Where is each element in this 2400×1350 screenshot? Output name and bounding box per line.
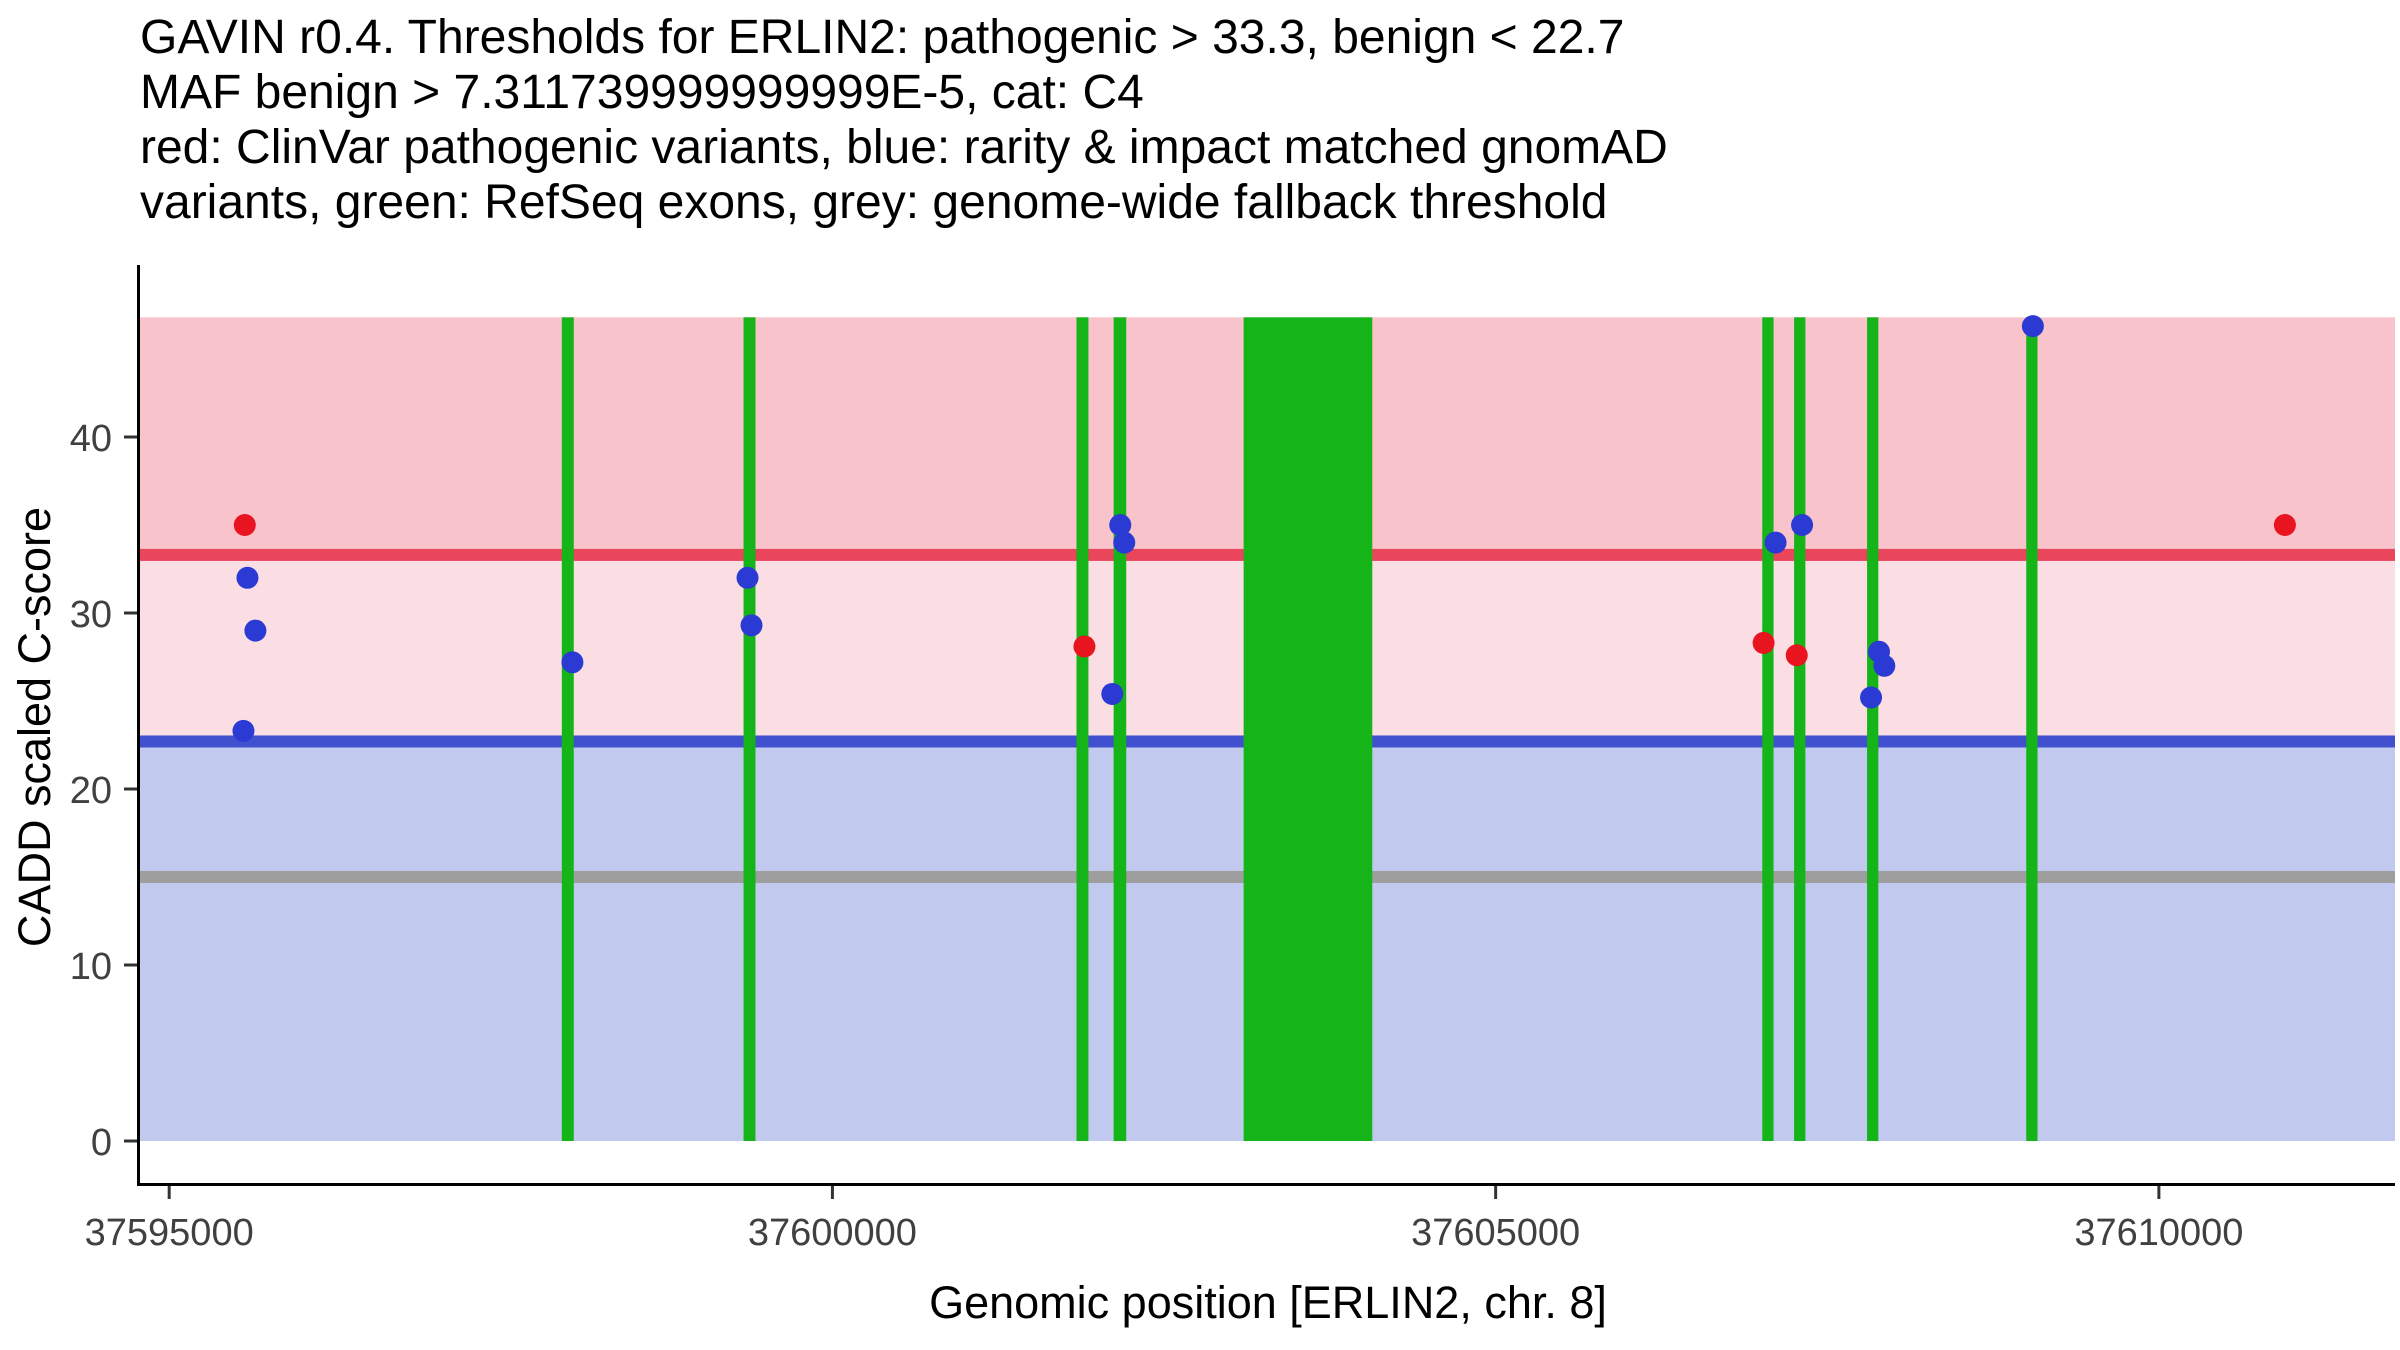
x-tick-label: 37610000 <box>2074 1212 2243 1254</box>
gnomad-matched-point <box>1873 654 1896 677</box>
gnomad-matched-point <box>1764 531 1787 554</box>
chart-title-line4: variants, green: RefSeq exons, grey: gen… <box>140 176 1608 229</box>
exon-bar <box>1243 317 1373 1141</box>
clinvar-pathogenic-point <box>1785 644 1808 667</box>
y-tick-label: 30 <box>70 594 112 636</box>
x-tick-mark <box>1494 1186 1498 1199</box>
y-tick-label: 0 <box>91 1122 112 1164</box>
plot-area: 37595000 37600000 37605000 37610000 0 10 20 30 4… <box>70 265 2395 1254</box>
y-axis-title: CADD scaled C-score <box>9 507 60 947</box>
gnomad-matched-point <box>1109 514 1132 536</box>
clinvar-pathogenic-point <box>1752 631 1775 654</box>
chart-title: GAVIN r0.4. Thresholds for ERLIN2: patho… <box>140 10 1668 230</box>
clinvar-pathogenic-point <box>233 514 256 536</box>
gnomad-matched-point <box>1860 686 1883 709</box>
gnomad-matched-point <box>232 719 255 742</box>
y-tick-label: 10 <box>70 946 112 988</box>
exon-bar <box>1867 317 1879 1141</box>
clinvar-pathogenic-point <box>1073 635 1096 658</box>
x-tick-label: 37600000 <box>748 1212 917 1254</box>
gnomad-matched-point <box>236 566 259 589</box>
chart-title-line2: MAF benign > 7.311739999999999E-5, cat: … <box>140 66 1144 119</box>
exon-bar <box>561 317 574 1141</box>
clinvar-pathogenic-point <box>2273 514 2296 536</box>
y-tick-mark <box>124 963 137 967</box>
y-axis-line <box>137 265 140 1186</box>
gnomad-matched-point <box>1113 531 1136 554</box>
x-axis-title: Genomic position [ERLIN2, chr. 8] <box>929 1277 1607 1328</box>
gnomad-matched-point <box>561 651 584 674</box>
chart-title-line3: red: ClinVar pathogenic variants, blue: … <box>140 121 1668 174</box>
gnomad-matched-point <box>740 614 763 637</box>
gnomad-matched-point <box>2021 315 2044 338</box>
y-tick-label: 20 <box>70 770 112 812</box>
exon-bar <box>1762 317 1774 1141</box>
x-tick-mark <box>2157 1186 2161 1199</box>
gnomad-matched-point <box>244 619 267 642</box>
exon-bar <box>1794 317 1806 1141</box>
chart-title-line1: GAVIN r0.4. Thresholds for ERLIN2: patho… <box>140 11 1625 64</box>
exon-bar <box>743 317 756 1141</box>
y-tick-mark <box>124 435 137 439</box>
y-tick-mark <box>124 1139 137 1143</box>
x-tick-label: 37595000 <box>85 1212 254 1254</box>
exon-bar <box>2026 317 2038 1141</box>
y-tick-mark <box>124 611 137 615</box>
y-tick-label: 40 <box>70 418 112 460</box>
x-tick-mark <box>830 1186 834 1199</box>
x-tick-mark <box>167 1186 171 1199</box>
gnomad-matched-point <box>1101 682 1124 705</box>
x-tick-label: 37605000 <box>1411 1212 1580 1254</box>
x-axis-line <box>137 1183 2395 1186</box>
exon-bar <box>1076 317 1089 1141</box>
y-tick-mark <box>124 787 137 791</box>
exon-bar <box>1113 317 1127 1141</box>
gnomad-matched-point <box>736 566 759 589</box>
gnomad-matched-point <box>1791 514 1814 536</box>
